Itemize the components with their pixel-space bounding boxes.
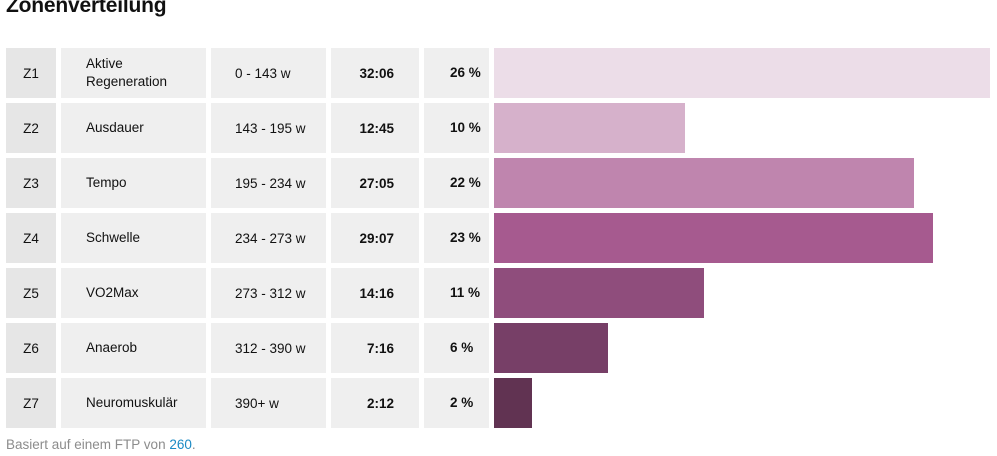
ftp-note: Basiert auf einem FTP von 260. xyxy=(6,437,196,452)
zone-percent: 26 % xyxy=(424,48,489,98)
zone-id: Z6 xyxy=(6,323,56,373)
zone-name: Tempo xyxy=(61,158,206,208)
zone-name: Aktive Regeneration xyxy=(61,48,206,98)
zone-bar xyxy=(494,378,533,428)
zone-id: Z7 xyxy=(6,378,56,428)
zone-percent: 11 % xyxy=(424,268,489,318)
zone-power-range: 390+ w xyxy=(211,378,326,428)
zone-bar xyxy=(494,213,933,263)
zone-bar xyxy=(494,323,609,373)
zone-percent: 10 % xyxy=(424,103,489,153)
zone-name: Schwelle xyxy=(61,213,206,263)
zone-power-range: 312 - 390 w xyxy=(211,323,326,373)
ftp-link[interactable]: 260 xyxy=(169,437,192,452)
zone-time: 27:05 xyxy=(331,158,419,208)
zone-id: Z1 xyxy=(6,48,56,98)
zone-row: Z2 Ausdauer 143 - 195 w 12:45 10 % xyxy=(6,103,991,153)
zone-id: Z3 xyxy=(6,158,56,208)
zone-time: 12:45 xyxy=(331,103,419,153)
zone-row: Z7 Neuromuskulär 390+ w 2:12 2 % xyxy=(6,378,991,428)
zone-power-range: 143 - 195 w xyxy=(211,103,326,153)
zone-power-range: 273 - 312 w xyxy=(211,268,326,318)
zone-power-range: 195 - 234 w xyxy=(211,158,326,208)
ftp-note-end: . xyxy=(191,437,196,452)
zone-time: 14:16 xyxy=(331,268,419,318)
zone-row: Z4 Schwelle 234 - 273 w 29:07 23 % xyxy=(6,213,991,263)
zone-power-range: 234 - 273 w xyxy=(211,213,326,263)
zone-name: Ausdauer xyxy=(61,103,206,153)
zone-row: Z3 Tempo 195 - 234 w 27:05 22 % xyxy=(6,158,991,208)
zone-percent: 2 % xyxy=(424,378,489,428)
ftp-note-text: Basiert auf einem FTP von xyxy=(6,437,170,452)
zone-row: Z1 Aktive Regeneration 0 - 143 w 32:06 2… xyxy=(6,48,991,98)
zone-bar xyxy=(494,103,685,153)
zone-id: Z2 xyxy=(6,103,56,153)
zone-time: 32:06 xyxy=(331,48,419,98)
zone-bar xyxy=(494,48,990,98)
section-title: Zonenverteilung xyxy=(6,0,167,17)
zone-id: Z4 xyxy=(6,213,56,263)
zone-bar xyxy=(494,268,704,318)
zone-row: Z5 VO2Max 273 - 312 w 14:16 11 % xyxy=(6,268,991,318)
zone-name: Neuromuskulär xyxy=(61,378,206,428)
zone-percent: 23 % xyxy=(424,213,489,263)
zone-percent: 22 % xyxy=(424,158,489,208)
zone-bar xyxy=(494,158,914,208)
zone-time: 29:07 xyxy=(331,213,419,263)
zone-percent: 6 % xyxy=(424,323,489,373)
zone-time: 2:12 xyxy=(331,378,419,428)
zone-time: 7:16 xyxy=(331,323,419,373)
zone-id: Z5 xyxy=(6,268,56,318)
zone-name: Anaerob xyxy=(61,323,206,373)
zone-power-range: 0 - 143 w xyxy=(211,48,326,98)
zone-name: VO2Max xyxy=(61,268,206,318)
zone-row: Z6 Anaerob 312 - 390 w 7:16 6 % xyxy=(6,323,991,373)
